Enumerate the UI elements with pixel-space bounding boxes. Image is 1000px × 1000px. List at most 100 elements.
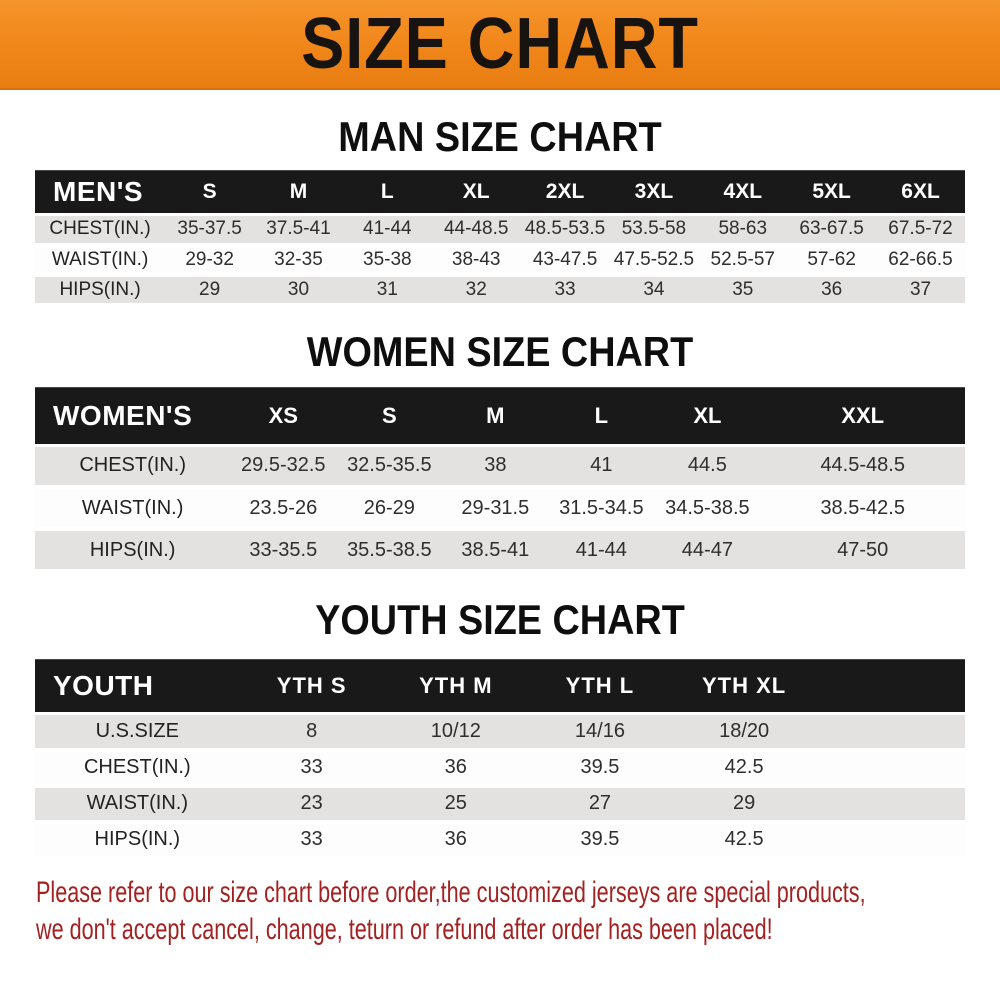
size-column-header: YTH M (383, 659, 528, 714)
size-value-cell: 31.5-34.5 (559, 496, 644, 519)
size-value-cell: 37 (909, 278, 932, 300)
size-column-header: 4XL (698, 170, 788, 215)
size-value-cell: 48.5-53.5 (524, 218, 606, 240)
size-value-cell: 8 (306, 719, 318, 742)
size-column-header: L (548, 386, 655, 445)
size-column-header: S (165, 170, 255, 215)
size-value-cell: 53.5-58 (621, 218, 687, 240)
size-value-cell: 32.5-35.5 (347, 454, 432, 477)
size-value-cell: 32 (465, 278, 487, 300)
size-value-cell: 41-44 (575, 538, 627, 561)
measurement-row: HIPS(IN.) 33 36 39.5 42.5 (35, 821, 965, 858)
size-value-cell: 62-66.5 (888, 248, 953, 270)
size-value-cell: 33 (554, 278, 576, 300)
measurement-row: CHEST(IN.) 35-37.5 37.5-41 41-44 44-48.5 48.5… (35, 214, 965, 245)
size-value-cell: 39.5 (580, 756, 620, 778)
mens-size-table: MEN'S S M L XL 2XL 3XL 4XL 5XL 6XL CHEST(IN.) 35-37… (35, 170, 965, 307)
size-value-cell: 38.5-42.5 (820, 496, 905, 519)
measurement-label: WAIST(IN.) (86, 792, 189, 814)
size-column-header: YTH S (239, 659, 384, 714)
measurement-label: WAIST(IN.) (51, 248, 149, 270)
size-value-cell: 35 (732, 278, 754, 300)
size-value-cell: 52.5-57 (710, 248, 775, 270)
size-value-cell: 44-47 (681, 538, 733, 561)
size-column-header: 6XL (876, 170, 965, 215)
size-value-cell: 23.5-26 (249, 496, 318, 519)
size-value-cell: 47.5-52.5 (613, 248, 695, 270)
size-value-cell: 42.5 (724, 756, 764, 778)
size-value-cell: 44.5-48.5 (820, 454, 905, 477)
filler-cell (816, 714, 965, 750)
measurement-row: U.S.SIZE 8 10/12 14/16 18/20 (35, 713, 965, 750)
size-value-cell: 36 (821, 278, 843, 300)
size-column-header: 5XL (787, 170, 877, 215)
women-size-chart-heading: WOMEN SIZE CHART (306, 327, 694, 375)
size-value-cell: 35.5-38.5 (347, 538, 432, 561)
size-value-cell: 33-35.5 (249, 538, 318, 561)
size-column-header: L (342, 170, 432, 215)
footer-note: Please refer to our size chart before or… (0, 874, 1000, 948)
size-value-cell: 38.5-41 (461, 538, 530, 561)
size-value-cell: 25 (444, 792, 467, 814)
size-value-cell: 23 (300, 792, 323, 814)
youth-size-table: YOUTH YTH S YTH M YTH L YTH XL U.S.SIZE 8 10/12… (35, 659, 965, 860)
table-title-cell: MEN'S (35, 170, 166, 215)
measurement-label: CHEST(IN.) (79, 454, 186, 477)
man-size-section: MAN SIZE CHART MEN'S S M L XL 2XL 3XL 4XL 5XL 6XL… (0, 114, 1000, 307)
table-title-cell: YOUTH (35, 659, 240, 714)
size-column-header: XL (431, 170, 521, 215)
size-chart-banner: SIZE CHART (0, 0, 1000, 90)
size-value-cell: 67.5-72 (888, 218, 953, 240)
size-value-cell: 39.5 (580, 828, 620, 850)
size-value-cell: 36 (444, 828, 467, 850)
size-value-cell: 30 (287, 278, 310, 300)
size-value-cell: 29.5-32.5 (241, 454, 326, 477)
measurement-row: WAIST(IN.) 23 25 27 29 (35, 785, 965, 822)
size-value-cell: 43-47.5 (532, 248, 598, 270)
size-value-cell: 26-29 (363, 496, 415, 519)
size-column-header: XXL (760, 386, 965, 445)
measurement-label: HIPS(IN.) (94, 828, 181, 850)
table-header-row: YOUTH YTH S YTH M YTH L YTH XL (35, 659, 965, 714)
size-value-cell: 27 (588, 792, 612, 814)
filler-cell (816, 659, 965, 714)
size-value-cell: 38 (484, 454, 507, 477)
size-column-header: YTH L (527, 659, 673, 714)
size-value-cell: 44-48.5 (443, 218, 509, 240)
size-value-cell: 32-35 (274, 248, 323, 270)
size-value-cell: 44.5 (687, 454, 727, 477)
measurement-label: U.S.SIZE (95, 719, 179, 742)
size-value-cell: 34.5-38.5 (665, 496, 750, 519)
size-column-header: M (442, 386, 549, 445)
table-title-cell: WOMEN'S (35, 386, 231, 445)
size-value-cell: 63-67.5 (799, 218, 864, 240)
size-value-cell: 29-31.5 (461, 496, 530, 519)
size-value-cell: 42.5 (724, 828, 764, 850)
size-value-cell: 33 (300, 756, 323, 778)
size-value-cell: 34 (643, 278, 665, 300)
size-value-cell: 29 (199, 278, 221, 300)
measurement-label: WAIST(IN.) (81, 496, 184, 519)
size-column-header: XS (230, 386, 337, 445)
measurement-row: HIPS(IN.) 33-35.5 35.5-38.5 38.5-41 41-44 44-… (35, 529, 965, 571)
size-value-cell: 47-50 (837, 538, 889, 561)
measurement-label: HIPS(IN.) (89, 538, 176, 561)
measurement-label: HIPS(IN.) (59, 278, 141, 300)
measurement-row: HIPS(IN.) 29 30 31 32 33 34 35 36 37 (35, 274, 965, 305)
women-size-section: WOMEN SIZE CHART WOMEN'S XS S M L XL XXL CHEST(… (0, 327, 1000, 574)
size-column-header: XL (654, 386, 761, 445)
size-column-header: 2XL (520, 170, 610, 215)
footer-line-2: we don't accept cancel, change, teturn o… (36, 912, 773, 946)
measurement-row: CHEST(IN.) 29.5-32.5 32.5-35.5 38 41 44.5 44.5… (35, 445, 965, 487)
youth-size-section: YOUTH SIZE CHART YOUTH YTH S YTH M YTH L YTH… (0, 597, 1000, 860)
table-header-row: WOMEN'S XS S M L XL XXL (35, 386, 965, 445)
measurement-label: CHEST(IN.) (83, 756, 191, 778)
size-value-cell: 58-63 (718, 218, 768, 240)
size-value-cell: 14/16 (574, 719, 625, 742)
filler-cell (816, 822, 965, 858)
size-value-cell: 41-44 (363, 218, 412, 240)
size-value-cell: 38-43 (451, 248, 501, 270)
measurement-row: WAIST(IN.) 29-32 32-35 35-38 38-43 43-47.5 47.… (35, 244, 965, 275)
size-value-cell: 33 (300, 828, 323, 850)
size-column-header: YTH XL (672, 659, 817, 714)
